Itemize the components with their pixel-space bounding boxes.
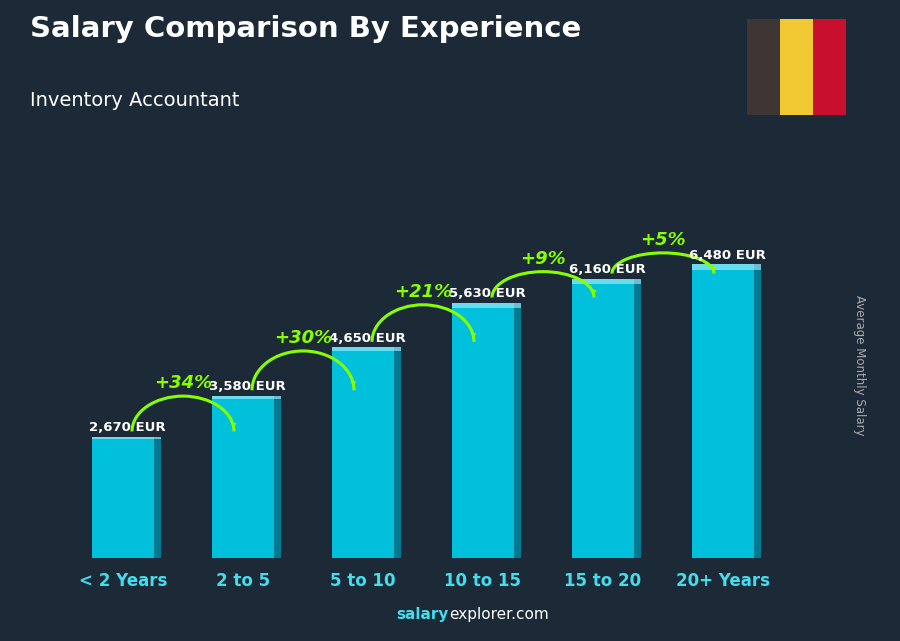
Text: Salary Comparison By Experience: Salary Comparison By Experience xyxy=(30,15,580,43)
Text: +5%: +5% xyxy=(640,231,686,249)
Text: salary: salary xyxy=(397,607,449,622)
Bar xyxy=(274,395,281,558)
Bar xyxy=(572,279,634,558)
Text: 6,480 EUR: 6,480 EUR xyxy=(689,249,766,262)
Bar xyxy=(394,347,400,558)
Text: 6,160 EUR: 6,160 EUR xyxy=(570,263,646,276)
Text: 5,630 EUR: 5,630 EUR xyxy=(449,287,526,300)
Text: Inventory Accountant: Inventory Accountant xyxy=(30,92,239,110)
Bar xyxy=(514,303,521,558)
Bar xyxy=(154,437,161,558)
Text: 3,580 EUR: 3,580 EUR xyxy=(210,380,286,393)
Bar xyxy=(452,303,514,558)
Bar xyxy=(692,265,754,558)
Bar xyxy=(332,347,394,558)
Text: explorer.com: explorer.com xyxy=(449,607,549,622)
Text: +21%: +21% xyxy=(394,283,452,301)
Bar xyxy=(212,395,274,558)
Text: +34%: +34% xyxy=(154,374,212,392)
Bar xyxy=(212,395,281,399)
Bar xyxy=(572,279,641,284)
Bar xyxy=(92,437,154,558)
Text: Average Monthly Salary: Average Monthly Salary xyxy=(853,295,866,436)
Bar xyxy=(780,19,813,115)
Text: 2,670 EUR: 2,670 EUR xyxy=(89,421,166,434)
Bar xyxy=(754,265,760,558)
Bar xyxy=(332,347,400,351)
Bar xyxy=(92,437,161,439)
Bar xyxy=(634,279,641,558)
Bar xyxy=(747,19,780,115)
Bar xyxy=(452,303,521,308)
Bar xyxy=(813,19,846,115)
Text: +9%: +9% xyxy=(520,250,566,268)
Text: +30%: +30% xyxy=(274,329,332,347)
Bar xyxy=(692,265,760,270)
Text: 4,650 EUR: 4,650 EUR xyxy=(329,331,406,345)
